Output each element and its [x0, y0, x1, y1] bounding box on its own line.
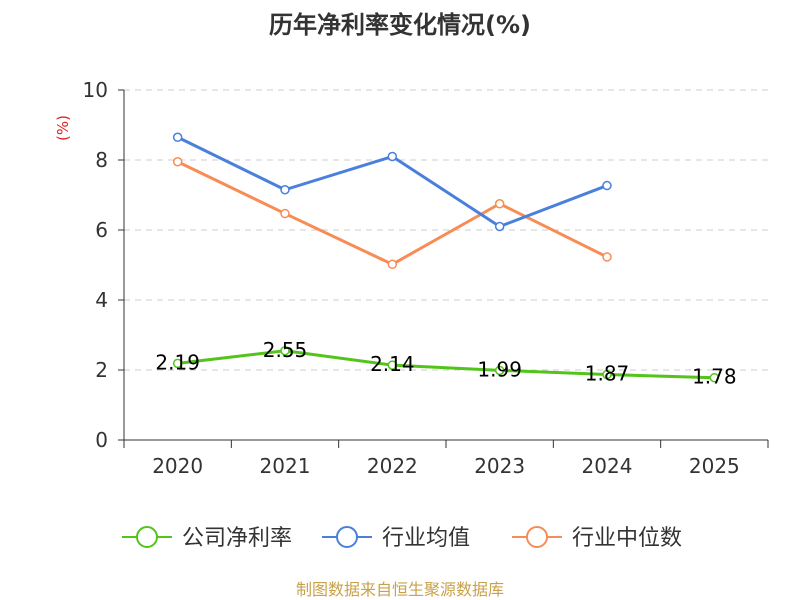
data-point [602, 252, 612, 262]
series-lines [172, 132, 720, 383]
series-line-2 [177, 160, 608, 266]
y-tick-label: 8 [95, 148, 108, 172]
y-tick-label: 4 [95, 288, 108, 312]
legend-label: 行业中位数 [572, 526, 682, 551]
legend-item-1[interactable]: 行业均值 [322, 526, 470, 551]
x-tick-label: 2023 [474, 454, 525, 478]
data-point [387, 259, 398, 270]
legend[interactable]: 公司净利率 行业均值 行业中位数 [122, 526, 682, 551]
y-tick-label: 10 [83, 78, 108, 102]
legend-marker [336, 526, 358, 548]
data-point [387, 151, 398, 162]
legend-item-2[interactable]: 行业中位数 [512, 526, 682, 551]
x-tick-label: 2021 [260, 454, 311, 478]
data-point [280, 208, 290, 219]
data-point [494, 199, 505, 209]
data-point [494, 365, 505, 376]
data-point [602, 180, 612, 191]
data-label: 1.78 [692, 365, 737, 389]
x-tick-label: 2022 [367, 454, 418, 478]
data-point [709, 372, 720, 383]
data-point [602, 369, 612, 380]
y-tick-label: 0 [95, 428, 108, 452]
legend-item-0[interactable]: 公司净利率 [122, 526, 292, 551]
data-label: 1.99 [477, 357, 522, 381]
data-label: 2.19 [155, 350, 200, 374]
data-point [280, 346, 290, 356]
legend-label: 行业均值 [382, 526, 470, 551]
data-label: 2.55 [263, 338, 308, 362]
data-label: 1.87 [585, 362, 630, 386]
data-point [387, 360, 398, 370]
data-point [172, 358, 183, 369]
legend-marker [526, 526, 548, 548]
y-tick-label: 2 [95, 358, 108, 382]
source-footer: 制图数据来自恒生聚源数据库 [296, 580, 504, 599]
y-tick-label: 6 [95, 218, 108, 242]
data-point [494, 221, 505, 232]
data-point [172, 132, 183, 142]
y-axis-label: (%) [54, 115, 72, 141]
series-line-0 [177, 349, 715, 380]
data-point [280, 185, 290, 195]
x-tick-label: 2024 [582, 454, 633, 478]
legend-label: 公司净利率 [182, 526, 292, 551]
axes: 0 2 4 6 8 10 2020 2021 2022 2023 2024 2025 [83, 78, 769, 478]
grid-lines [124, 89, 768, 371]
x-tick-label: 2025 [689, 454, 740, 478]
data-label: 2.14 [370, 352, 415, 376]
chart-title: 历年净利率变化情况(%) [269, 11, 531, 39]
series-line-1 [177, 135, 608, 228]
data-labels: 2.19 2.55 2.14 1.99 1.87 1.78 [155, 338, 736, 389]
legend-marker [136, 526, 158, 548]
data-point [172, 157, 183, 167]
x-tick-label: 2020 [152, 454, 203, 478]
